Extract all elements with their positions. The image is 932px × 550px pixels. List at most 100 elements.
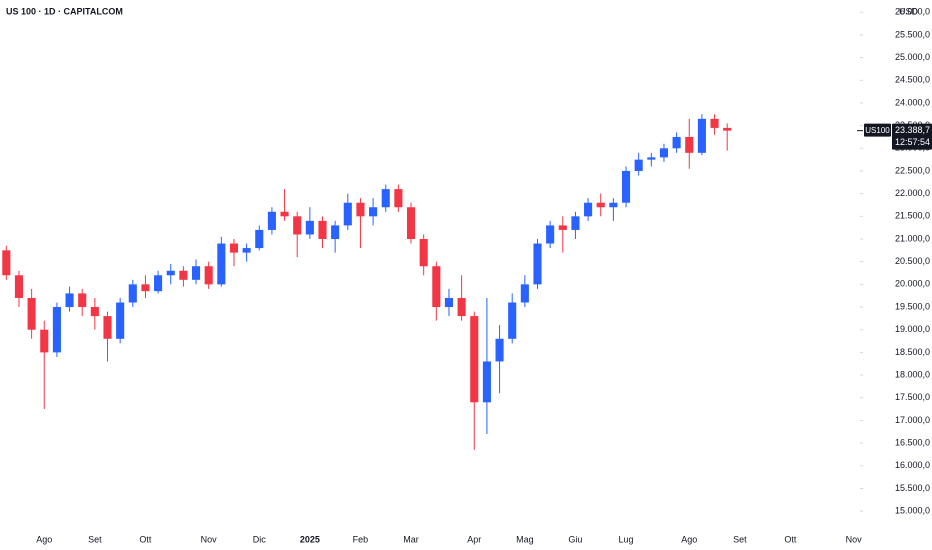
- x-tick-label: Mag: [516, 534, 534, 544]
- candle-body: [52, 307, 61, 353]
- countdown-label: 12:57:54: [895, 137, 930, 147]
- candle-body: [444, 297, 454, 308]
- candle-body: [457, 297, 466, 317]
- candle-body: [154, 275, 163, 292]
- candle-body: [78, 293, 87, 308]
- y-tick-label: 16.500,0: [895, 437, 930, 447]
- y-tick-label: 15.500,0: [895, 483, 930, 493]
- candle-body: [672, 136, 681, 149]
- currency: USD: [899, 6, 919, 16]
- x-tick-label: Lug: [619, 534, 634, 544]
- candle-body: [533, 243, 542, 285]
- candle-body: [432, 266, 441, 308]
- x-tick-label: Set: [733, 534, 747, 544]
- x-tick-label: Ott: [139, 534, 152, 544]
- candle-body: [103, 316, 112, 339]
- candle-body: [40, 329, 49, 353]
- candle-body: [596, 202, 605, 208]
- y-tick-label: 16.000,0: [895, 460, 930, 470]
- x-tick-label: Apr: [467, 534, 481, 544]
- candle-body: [217, 243, 226, 285]
- candle-body: [647, 157, 656, 160]
- x-tick-label: Dic: [253, 534, 266, 544]
- candle-body: [482, 361, 491, 403]
- candle-body: [204, 266, 213, 285]
- y-tick-label: 17.500,0: [895, 392, 930, 402]
- candle-body: [394, 189, 403, 208]
- candle-body: [381, 189, 390, 208]
- x-tick-label: Feb: [353, 534, 369, 544]
- candle-body: [242, 248, 251, 253]
- y-tick-label: 24.500,0: [895, 75, 930, 85]
- candle-body: [659, 148, 669, 158]
- candle-body: [27, 297, 36, 330]
- candle-body: [546, 225, 555, 244]
- candle-body: [634, 159, 643, 171]
- symbol-label: US100: [865, 126, 890, 135]
- x-tick-label: Ago: [36, 534, 52, 544]
- candle-body: [141, 284, 150, 292]
- candle-body: [571, 216, 580, 230]
- x-tick-label: Set: [88, 534, 102, 544]
- candle-body: [419, 239, 428, 267]
- x-tick-label: Ago: [681, 534, 697, 544]
- candle-body: [697, 118, 706, 153]
- y-tick-label: 22.500,0: [895, 165, 930, 175]
- x-tick-label: Ott: [784, 534, 797, 544]
- y-tick-label: 19.000,0: [895, 324, 930, 334]
- y-tick-label: 25.000,0: [895, 52, 930, 62]
- candle-body: [255, 229, 264, 249]
- candle-body: [685, 136, 694, 153]
- y-tick-label: 18.000,0: [895, 369, 930, 379]
- candle-body: [305, 220, 314, 235]
- y-tick-label: 20.500,0: [895, 256, 930, 266]
- x-tick-label: Mar: [403, 534, 419, 544]
- candle-body: [710, 118, 719, 128]
- candle-body: [356, 202, 365, 217]
- y-tick-label: 24.000,0: [895, 97, 930, 107]
- candle-body: [293, 216, 302, 235]
- price-badge: [892, 123, 932, 150]
- y-tick-label: 26.000,0: [895, 7, 930, 17]
- candle-body: [2, 250, 11, 276]
- candle-body: [584, 202, 593, 217]
- y-tick-label: 18.500,0: [895, 347, 930, 357]
- symbol-badge: [864, 123, 891, 137]
- x-tick-label: 2025: [300, 534, 320, 544]
- candle-body: [558, 225, 567, 230]
- candle-body: [128, 284, 137, 303]
- candle-body: [723, 127, 732, 131]
- x-tick-label: Nov: [201, 534, 218, 544]
- candle-body: [406, 207, 416, 240]
- candle-body: [343, 202, 352, 226]
- candle-body: [280, 211, 289, 217]
- x-tick-label: Nov: [846, 534, 863, 544]
- y-tick-label: 20.000,0: [895, 279, 930, 289]
- candle-body: [520, 284, 529, 303]
- y-tick-label: 25.500,0: [895, 29, 930, 39]
- candle-body: [470, 316, 479, 403]
- chart-title: US 100 · 1D · CAPITALCOM: [6, 6, 123, 16]
- candle-body: [179, 270, 188, 280]
- candle-body: [508, 302, 517, 339]
- candle-body: [621, 170, 631, 203]
- last-price-label: 23.388,7: [895, 125, 930, 135]
- candle-body: [229, 243, 239, 253]
- candle-body: [267, 211, 276, 230]
- candle-body: [65, 293, 74, 308]
- candle-body: [369, 207, 378, 217]
- candle-body: [116, 302, 125, 339]
- x-tick-label: Giu: [568, 534, 582, 544]
- y-tick-label: 21.500,0: [895, 211, 930, 221]
- y-tick-label: 17.000,0: [895, 415, 930, 425]
- candle-body: [90, 307, 99, 317]
- candle-body: [318, 220, 327, 240]
- y-tick-label: 15.000,0: [895, 505, 930, 515]
- y-tick-label: 21.000,0: [895, 233, 930, 243]
- candle-body: [609, 202, 618, 208]
- candle-body: [495, 338, 504, 362]
- candle-body: [14, 275, 24, 298]
- candle-body: [191, 266, 201, 280]
